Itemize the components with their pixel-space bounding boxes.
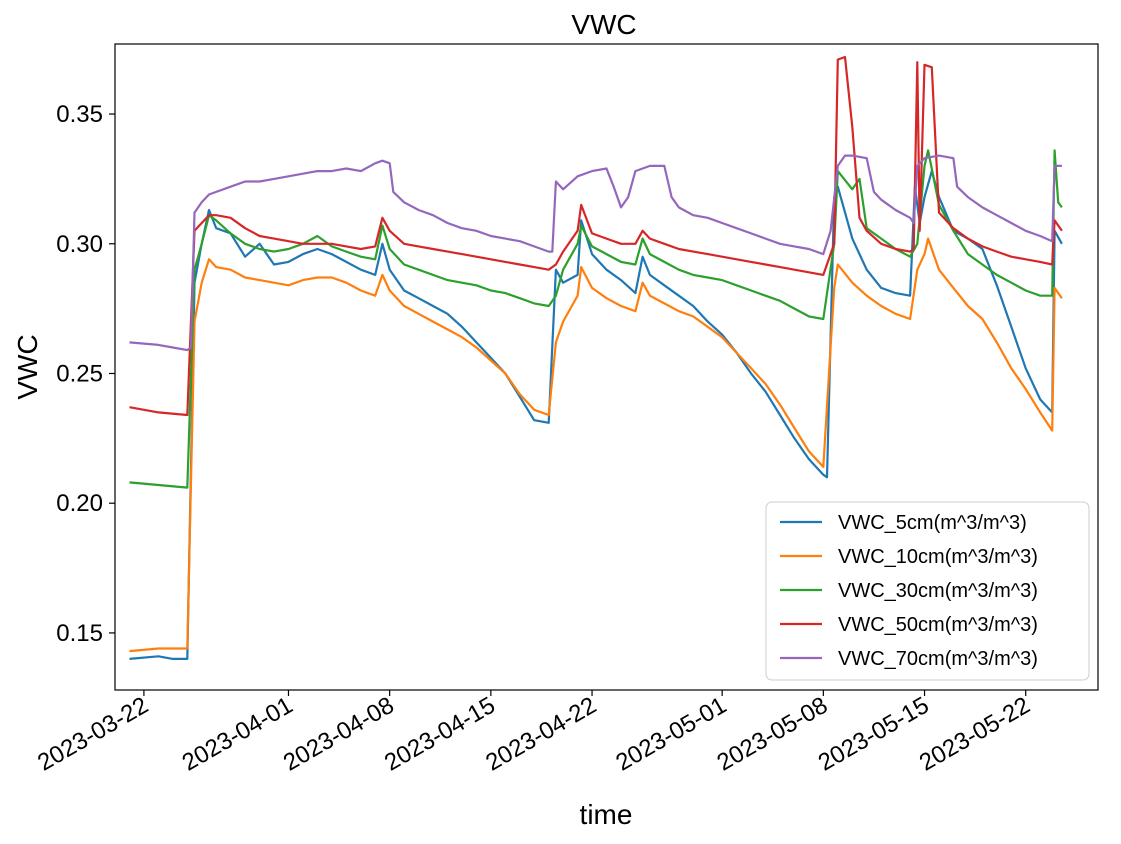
series-line-5 [129,154,1062,352]
legend-label: VWC_30cm(m^3/m^3) [838,580,1038,602]
legend-label: VWC_50cm(m^3/m^3) [838,614,1038,636]
legend-label: VWC_10cm(m^3/m^3) [838,546,1038,568]
series-layer [129,55,1063,660]
y-tick-label: 0.25 [56,360,103,387]
y-axis-label: VWC [12,334,43,399]
legend: VWC_5cm(m^3/m^3) VWC_10cm(m^3/m^3) VWC_30c… [765,501,1090,681]
series-line-4 [129,55,1063,417]
y-tick-label: 0.35 [56,101,103,128]
y-tick-label: 0.15 [56,620,103,647]
chart-title: VWC [571,9,636,40]
y-tick-label: 0.20 [56,490,103,517]
legend-label: VWC_70cm(m^3/m^3) [838,648,1038,670]
legend-box [765,501,1090,681]
plot-frame [114,43,1099,691]
series-line-2 [129,237,1063,653]
legend-label: VWC_5cm(m^3/m^3) [838,512,1027,534]
x-axis-label: time [580,799,633,830]
series-line-1 [129,170,1063,660]
y-tick-label: 0.30 [56,231,103,258]
y-axis: 0.15 0.20 0.25 0.30 0.35 [56,101,115,647]
